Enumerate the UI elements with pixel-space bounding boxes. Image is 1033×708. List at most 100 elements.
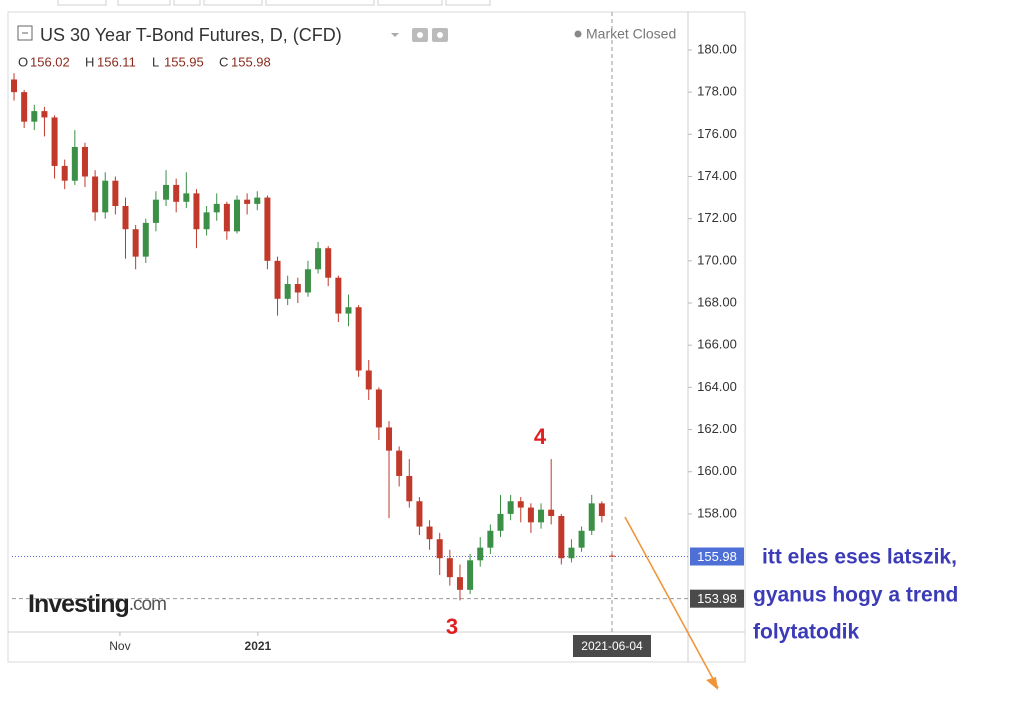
chart-title: US 30 Year T-Bond Futures, D, (CFD) <box>40 25 342 45</box>
candle-body <box>132 229 139 257</box>
y-tick-label: 170.00 <box>697 252 737 267</box>
annotation: 3 <box>446 614 458 639</box>
last-price-box <box>690 547 744 566</box>
ohlc-value: 155.98 <box>231 54 271 69</box>
ohlc-header: O 156.02 H 156.11 L 155.95 C 155.98 <box>18 54 271 69</box>
candle-body <box>102 180 109 213</box>
candle-body <box>122 206 129 230</box>
candle-body <box>386 427 393 451</box>
candle-body <box>416 501 423 527</box>
y-tick-label: 166.00 <box>697 337 737 352</box>
candle-body <box>608 555 615 557</box>
crosshair-price-box <box>690 589 744 608</box>
candle-body <box>578 530 585 548</box>
annotation: 4 <box>534 424 547 449</box>
candle-body <box>274 260 281 299</box>
candle-body <box>487 530 494 548</box>
last-price-label: 155.98 <box>697 549 737 564</box>
y-tick-label: 160.00 <box>697 463 737 478</box>
dropdown-arrow[interactable] <box>391 33 399 37</box>
candle-body <box>426 526 433 540</box>
candle-body <box>284 284 291 299</box>
ohlc-key: C <box>219 54 228 69</box>
candle-body <box>294 284 301 293</box>
candle-body <box>163 184 170 200</box>
collapse-icon[interactable] <box>17 25 33 41</box>
candle-body <box>497 513 504 531</box>
candle-body <box>21 92 28 122</box>
candle-body <box>203 212 210 230</box>
logo-main: Investing <box>28 590 129 618</box>
candle-body <box>183 193 190 202</box>
toolbar <box>57 0 491 6</box>
candle-body <box>173 184 180 202</box>
ohlc-key: L <box>152 54 159 69</box>
logo: Investing.com <box>28 590 166 618</box>
y-tick-label: 174.00 <box>697 168 737 183</box>
candle-body <box>598 503 605 517</box>
x-tick-label: 2021 <box>245 639 272 653</box>
candle-body <box>81 146 88 177</box>
candle-body <box>112 180 119 207</box>
chart-frame <box>7 11 746 663</box>
candle-body <box>325 248 332 278</box>
arrow-head <box>706 677 718 690</box>
candle-body <box>41 111 48 118</box>
candle-body <box>51 117 58 166</box>
candle-body <box>71 146 78 181</box>
candle-body <box>375 389 382 428</box>
ohlc-value: 156.02 <box>30 54 70 69</box>
candle-body <box>61 165 68 181</box>
candle-body <box>193 193 200 230</box>
arrow-line <box>624 516 719 689</box>
candle-body <box>548 509 555 517</box>
candle-body <box>304 269 311 293</box>
candle-body <box>507 501 514 514</box>
y-tick-label: 164.00 <box>697 379 737 394</box>
candle-body <box>456 577 463 590</box>
crosshair-date-label: 2021-06-04 <box>581 639 643 653</box>
ohlc-value: 156.11 <box>97 54 136 69</box>
y-tick-label: 168.00 <box>697 294 737 309</box>
y-tick-label: 176.00 <box>697 126 737 141</box>
comment-line: itt eles eses latszik, <box>762 546 957 569</box>
y-tick-label: 180.00 <box>697 41 737 56</box>
comment-line: folytatodik <box>753 621 859 644</box>
candle-body <box>11 79 18 93</box>
candle-body <box>264 197 271 261</box>
crosshair-date-box <box>572 635 651 657</box>
y-tick-label: 172.00 <box>697 210 737 225</box>
candle-body <box>152 199 159 223</box>
y-tick-label: 158.00 <box>697 505 737 520</box>
candle-body <box>365 370 372 390</box>
ohlc-key: O <box>18 54 28 69</box>
candle-body <box>527 507 534 523</box>
logo-suffix: .com <box>129 594 166 615</box>
candle-body <box>588 503 595 531</box>
crosshair-price-label: 153.98 <box>697 591 737 606</box>
market-status: Market Closed <box>586 26 676 42</box>
y-tick-label: 178.00 <box>697 84 737 99</box>
candle-body <box>335 277 342 314</box>
candle-body <box>92 176 99 213</box>
candle-body <box>254 197 261 204</box>
candle-body <box>517 501 524 508</box>
candle-body <box>213 203 220 213</box>
candle-body <box>142 222 149 257</box>
candle-body <box>355 307 362 371</box>
candle-body <box>396 450 403 476</box>
x-tick-label: Nov <box>109 639 130 653</box>
ohlc-key: H <box>85 54 94 69</box>
candle-body <box>477 547 484 561</box>
candle-body <box>315 248 322 270</box>
candle-body <box>467 560 474 590</box>
candle-body <box>538 509 545 523</box>
ohlc-value: 155.95 <box>164 54 204 69</box>
eye-icon-pupil <box>417 32 423 38</box>
candle-body <box>446 558 453 578</box>
candle-body <box>558 516 565 559</box>
comment-line: gyanus hogy a trend <box>753 584 958 607</box>
